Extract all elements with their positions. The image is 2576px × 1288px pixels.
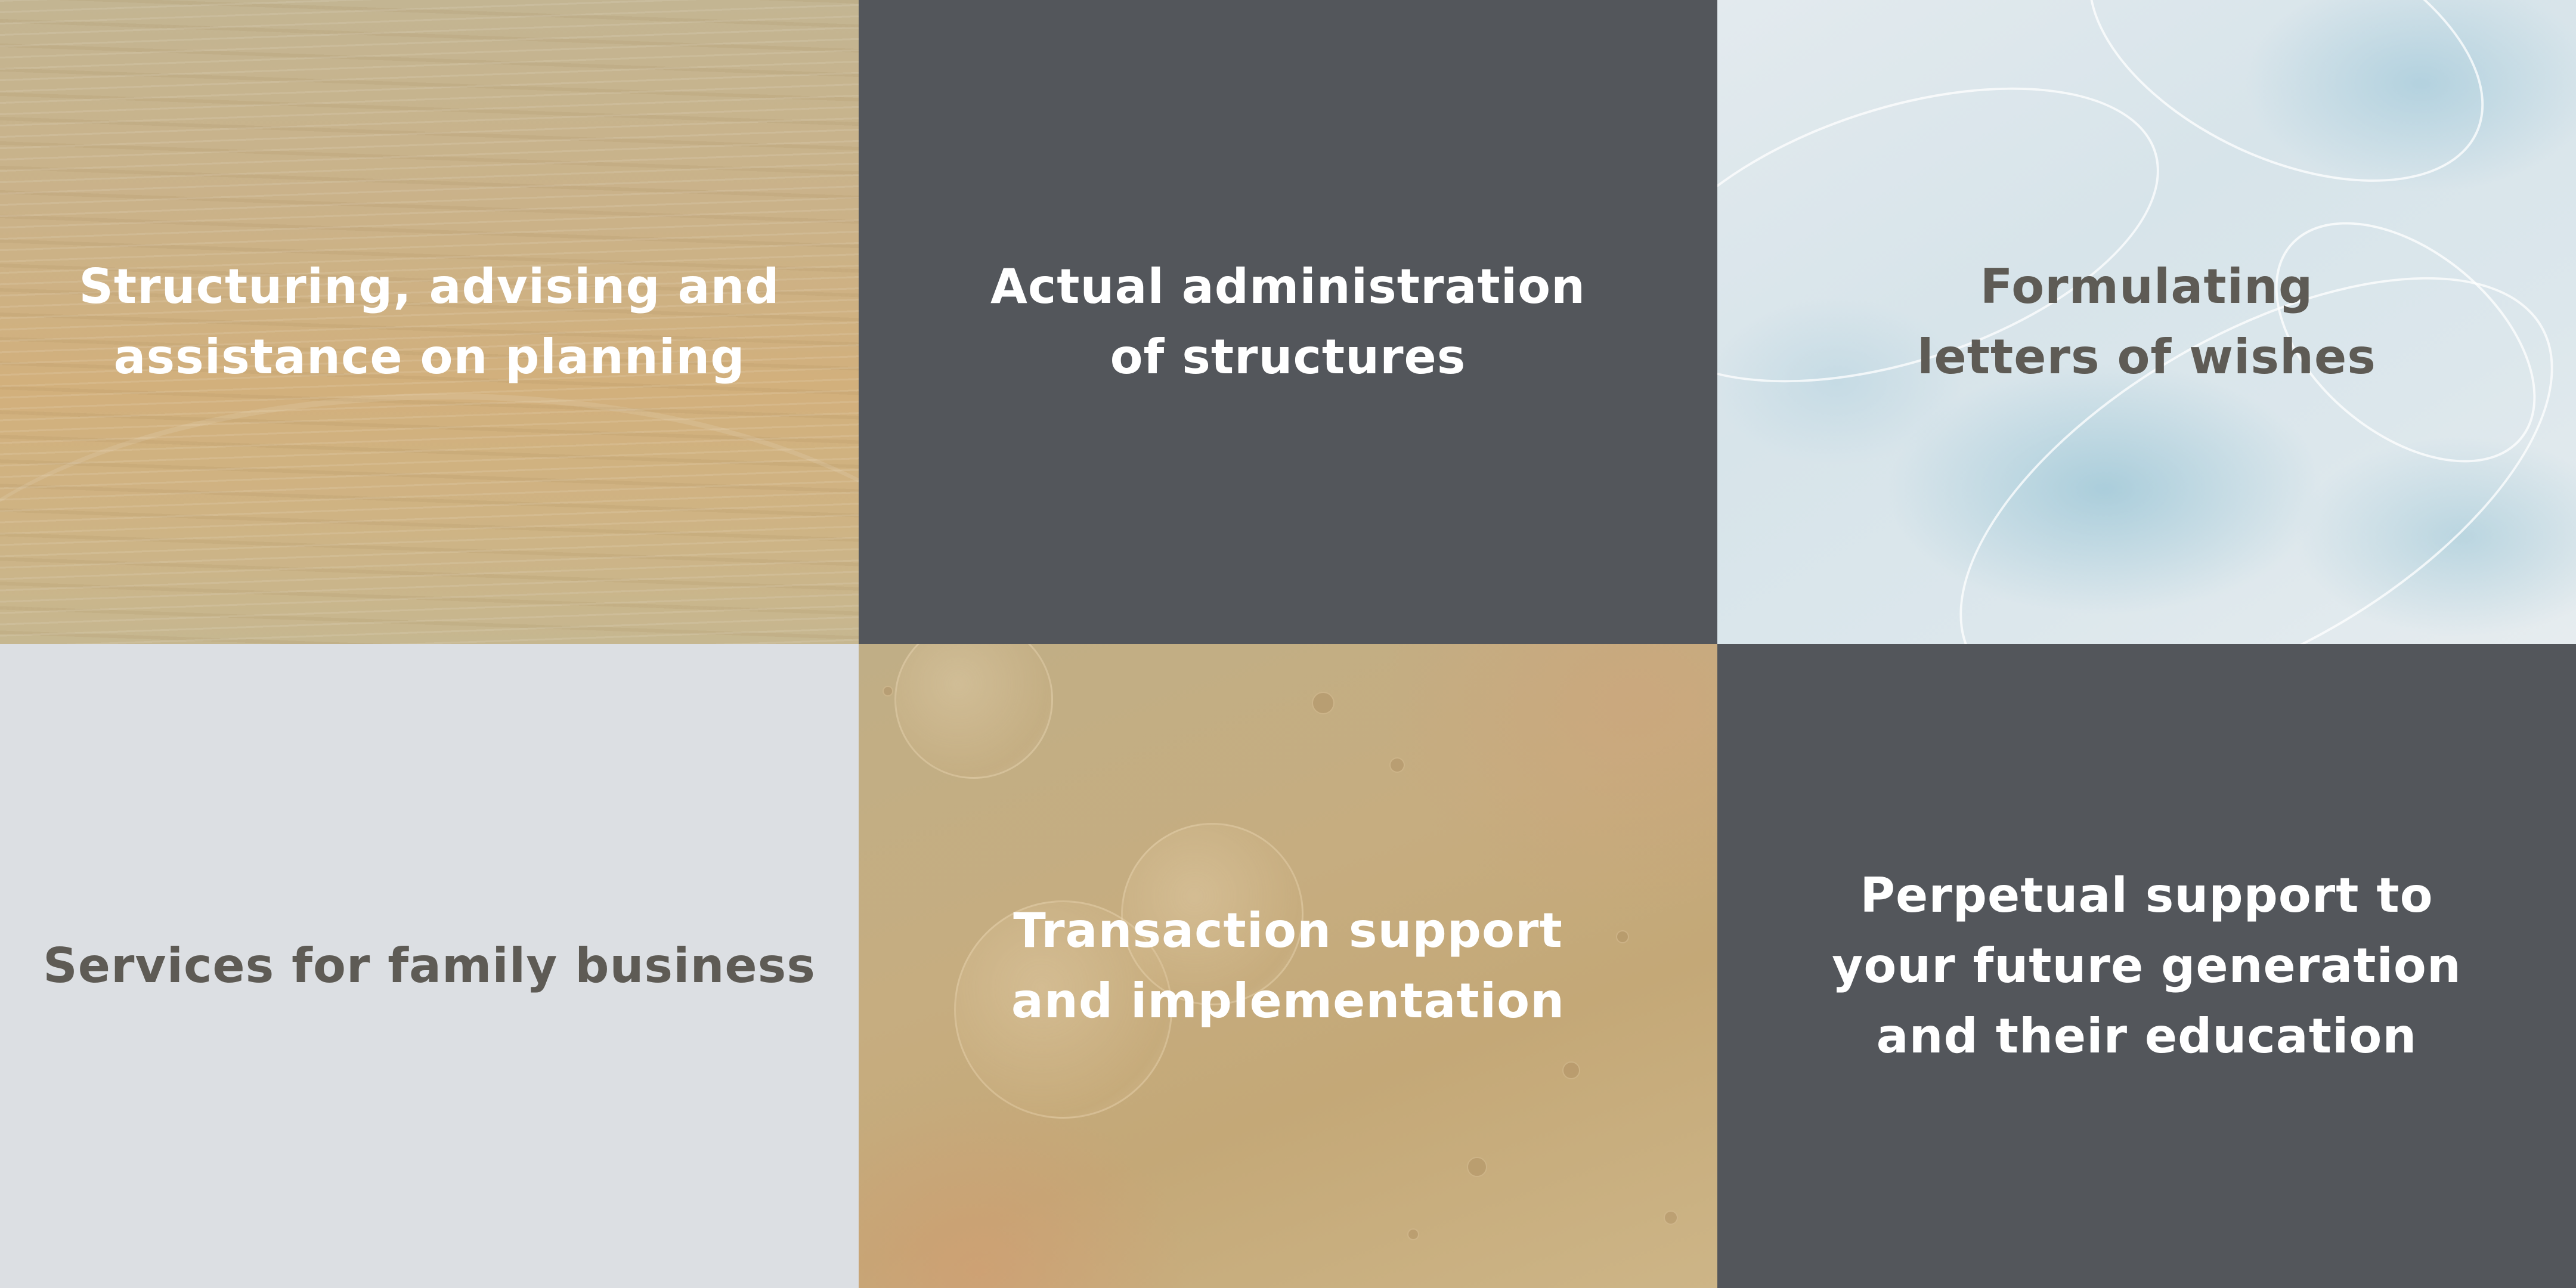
service-tile-label: Actual administration of structures	[990, 259, 1586, 385]
service-tile-label: Perpetual support to your future generat…	[1832, 868, 2462, 1064]
service-tile-structuring[interactable]: Structuring, advising and assistance on …	[0, 0, 859, 644]
bubble-decoration	[883, 686, 893, 696]
bubble-decoration	[1407, 1228, 1419, 1240]
service-tile-perpetual-support[interactable]: Perpetual support to your future generat…	[1717, 644, 2576, 1288]
bubble-decoration	[1312, 692, 1335, 714]
service-tile-letters-of-wishes[interactable]: Formulating letters of wishes	[1717, 0, 2576, 644]
service-tile-label: Services for family business	[43, 938, 816, 993]
service-tile-transaction-support[interactable]: Transaction support and implementation	[859, 644, 1717, 1288]
bubble-decoration	[1664, 1210, 1678, 1225]
service-tile-label: Structuring, advising and assistance on …	[79, 259, 780, 385]
bubble-decoration	[1562, 1061, 1580, 1079]
service-tile-family-business[interactable]: Services for family business	[0, 644, 859, 1288]
bubble-decoration	[894, 644, 1053, 779]
bubble-decoration	[1389, 757, 1405, 773]
bubble-decoration	[1467, 1157, 1487, 1177]
service-tile-label: Formulating letters of wishes	[1917, 259, 2376, 385]
service-tile-label: Transaction support and implementation	[1011, 903, 1565, 1029]
bubble-decoration	[1121, 823, 1304, 1005]
bubble-decoration	[1616, 930, 1629, 943]
service-tile-administration[interactable]: Actual administration of structures	[859, 0, 1717, 644]
